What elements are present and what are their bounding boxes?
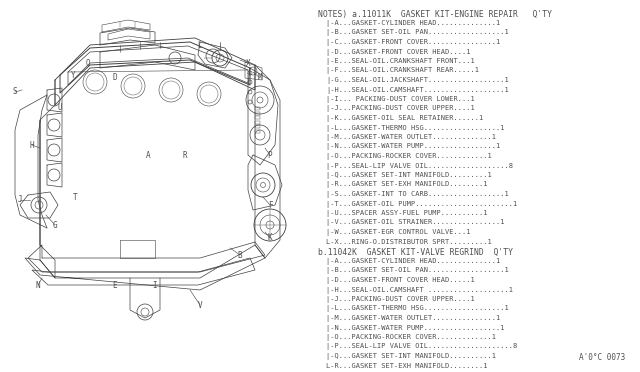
Text: U: U <box>58 103 62 112</box>
Text: |-W...GASKET-EGR CONTROL VALVE...1: |-W...GASKET-EGR CONTROL VALVE...1 <box>326 229 470 236</box>
Text: K: K <box>268 234 272 243</box>
Text: |-J...PACKING-DUST COVER UPPER....1: |-J...PACKING-DUST COVER UPPER....1 <box>326 106 475 112</box>
Bar <box>255 125 260 128</box>
Text: J: J <box>18 196 22 205</box>
Text: L: L <box>198 42 202 51</box>
Text: |-B...GASKET SET-OIL PAN..................1: |-B...GASKET SET-OIL PAN................… <box>326 29 509 36</box>
Text: M: M <box>258 74 262 83</box>
Text: D: D <box>113 74 117 83</box>
Text: P: P <box>268 151 272 160</box>
Text: |-N...GASKET-WATER PUMP..................1: |-N...GASKET-WATER PUMP.................… <box>326 324 504 331</box>
Text: |-Q...GASKET SET-INT MANIFOLD..........1: |-Q...GASKET SET-INT MANIFOLD..........1 <box>326 353 496 360</box>
Text: |-D...GASKET-FRONT COVER HEAD....1: |-D...GASKET-FRONT COVER HEAD....1 <box>326 48 470 55</box>
Text: |-P...SEAL-LIP VALVE OIL...................8: |-P...SEAL-LIP VALVE OIL................… <box>326 163 513 170</box>
Text: |-S...GASKET-INT TO CARB..................1: |-S...GASKET-INT TO CARB................… <box>326 191 509 198</box>
Text: A'0°C 0073: A'0°C 0073 <box>579 353 625 362</box>
Text: F: F <box>268 201 272 209</box>
Text: |-M...GASKET-WATER OUTLET...............1: |-M...GASKET-WATER OUTLET...............… <box>326 315 500 322</box>
Text: |-G...SEAL-OIL.JACKSHAFT..................1: |-G...SEAL-OIL.JACKSHAFT................… <box>326 77 509 84</box>
Text: |-C...GASKET-FRONT COVER................1: |-C...GASKET-FRONT COVER................… <box>326 39 500 46</box>
Text: N: N <box>36 280 40 289</box>
Text: L-X...RING-O.DISTRIBUTOR SPRT.........1: L-X...RING-O.DISTRIBUTOR SPRT.........1 <box>326 238 492 244</box>
Text: |-V...GASKET-OIL STRAINER................1: |-V...GASKET-OIL STRAINER...............… <box>326 219 504 227</box>
Bar <box>255 112 260 115</box>
Bar <box>255 107 260 110</box>
Text: B: B <box>237 250 243 260</box>
Text: |-A...GASKET-CYLINDER HEAD..............1: |-A...GASKET-CYLINDER HEAD..............… <box>326 258 500 265</box>
Bar <box>255 116 260 119</box>
Text: |-E...SEAL-OIL.CRANKSHAFT FRONT...1: |-E...SEAL-OIL.CRANKSHAFT FRONT...1 <box>326 58 475 65</box>
Text: |-H...SEAL-OIL.CAMSHAFT...................1: |-H...SEAL-OIL.CAMSHAFT.................… <box>326 87 509 93</box>
Text: S: S <box>13 87 17 96</box>
Text: G: G <box>52 221 58 230</box>
Text: |-A...GASKET-CYLINDER HEAD..............1: |-A...GASKET-CYLINDER HEAD..............… <box>326 20 500 27</box>
Text: |-O...PACKING-ROCKER COVER.............1: |-O...PACKING-ROCKER COVER.............1 <box>326 334 496 341</box>
Text: |-H...SEAL-OIL.CAMSHAFT ...................1: |-H...SEAL-OIL.CAMSHAFT ................… <box>326 286 513 294</box>
Text: X: X <box>246 58 250 67</box>
Text: |-P...SEAL-LIP VALVE OIL....................8: |-P...SEAL-LIP VALVE OIL................… <box>326 343 517 350</box>
Text: I: I <box>153 280 157 289</box>
Text: |-B...GASKET SET-OIL PAN..................1: |-B...GASKET SET-OIL PAN................… <box>326 267 509 275</box>
Text: |-O...PACKING-ROCKER COVER............1: |-O...PACKING-ROCKER COVER............1 <box>326 153 492 160</box>
Text: |-R...GASKET SET-EXH MANIFOLD........1: |-R...GASKET SET-EXH MANIFOLD........1 <box>326 182 488 189</box>
Bar <box>255 129 260 132</box>
Text: |-I... PACKING-DUST COVER LOWER...1: |-I... PACKING-DUST COVER LOWER...1 <box>326 96 475 103</box>
Text: O: O <box>86 58 90 67</box>
Text: |-N...GASKET-WATER PUMP.................1: |-N...GASKET-WATER PUMP.................… <box>326 144 500 151</box>
Text: T: T <box>73 193 77 202</box>
Text: |-J...PACKING-DUST COVER UPPER....1: |-J...PACKING-DUST COVER UPPER....1 <box>326 296 475 303</box>
Text: |-Q...GASKET SET-INT MANIFOLD.........1: |-Q...GASKET SET-INT MANIFOLD.........1 <box>326 172 492 179</box>
Text: |-T...GASKET-OIL PUMP.......................1: |-T...GASKET-OIL PUMP...................… <box>326 201 517 208</box>
Text: b.11042K  GASKET KIT-VALVE REGRIND  Q'TY: b.11042K GASKET KIT-VALVE REGRIND Q'TY <box>318 248 513 257</box>
Text: L-R...GASKET SET-EXH MANIFOLD........1: L-R...GASKET SET-EXH MANIFOLD........1 <box>326 362 488 369</box>
Text: H: H <box>29 141 35 150</box>
Bar <box>255 121 260 124</box>
Text: Y: Y <box>70 71 76 80</box>
Text: NOTES) a.11011K  GASKET KIT-ENGINE REPAIR   Q'TY: NOTES) a.11011K GASKET KIT-ENGINE REPAIR… <box>318 10 552 19</box>
Text: R: R <box>182 151 188 160</box>
Text: |-L...GASKET-THERMO HSG...................1: |-L...GASKET-THERMO HSG.................… <box>326 305 509 312</box>
Text: |-F...SEAL-OIL.CRANKSHAFT REAR.....1: |-F...SEAL-OIL.CRANKSHAFT REAR.....1 <box>326 67 479 74</box>
Text: |-L...GASKET-THERMO HSG..................1: |-L...GASKET-THERMO HSG.................… <box>326 125 504 131</box>
Text: |-U...SPACER ASSY-FUEL PUMP..........1: |-U...SPACER ASSY-FUEL PUMP..........1 <box>326 210 488 217</box>
Text: |-K...GASKET-OIL SEAL RETAINER......1: |-K...GASKET-OIL SEAL RETAINER......1 <box>326 115 483 122</box>
Text: |-M...GASKET-WATER OUTLET..............1: |-M...GASKET-WATER OUTLET..............1 <box>326 134 496 141</box>
Text: E: E <box>113 280 117 289</box>
Text: A: A <box>146 151 150 160</box>
Text: V: V <box>198 301 202 310</box>
Text: |-D...GASKET-FRONT COVER HEAD.....1: |-D...GASKET-FRONT COVER HEAD.....1 <box>326 277 475 284</box>
